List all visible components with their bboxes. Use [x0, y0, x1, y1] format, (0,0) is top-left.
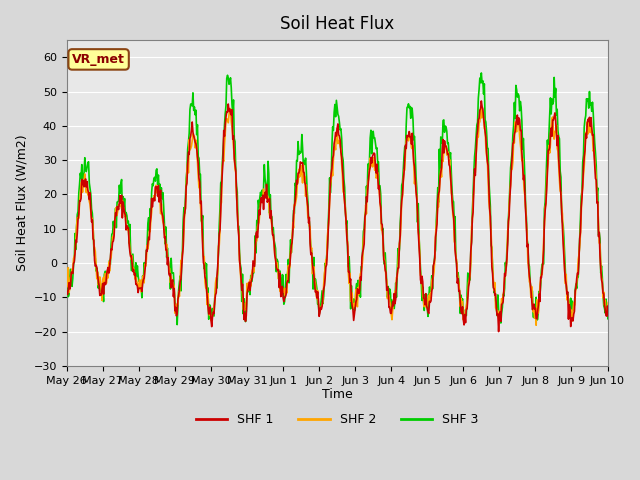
Y-axis label: Soil Heat Flux (W/m2): Soil Heat Flux (W/m2) — [15, 135, 28, 271]
X-axis label: Time: Time — [322, 388, 353, 401]
Title: Soil Heat Flux: Soil Heat Flux — [280, 15, 394, 33]
Text: VR_met: VR_met — [72, 53, 125, 66]
Legend: SHF 1, SHF 2, SHF 3: SHF 1, SHF 2, SHF 3 — [191, 408, 484, 432]
